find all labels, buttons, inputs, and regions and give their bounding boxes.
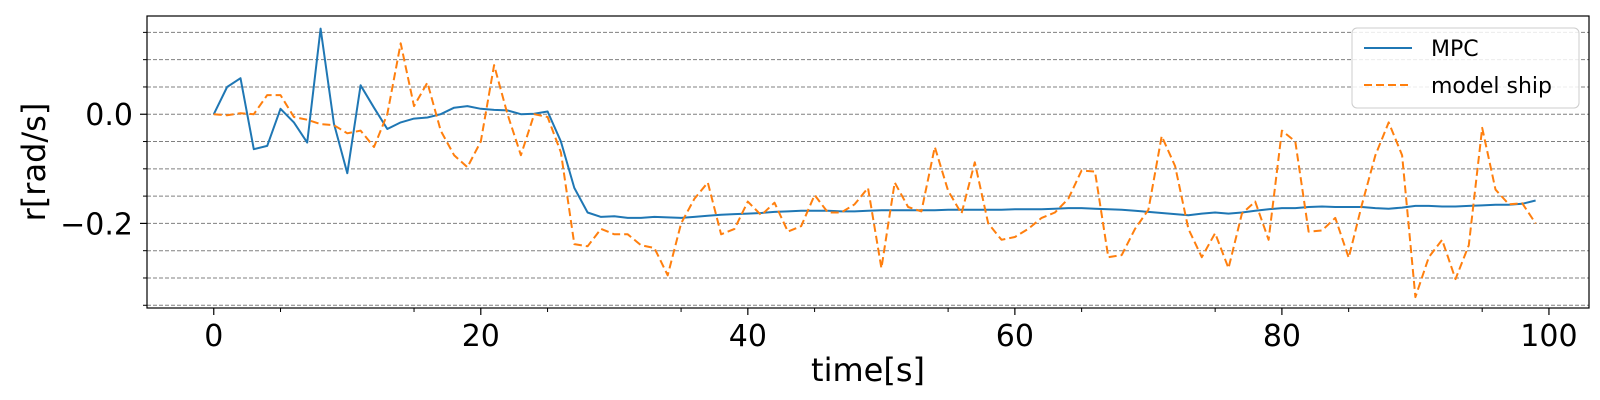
y-tick-label: −0.2	[60, 207, 133, 242]
series-line-model-ship	[213, 42, 1537, 299]
legend: MPC model ship	[1351, 27, 1580, 109]
x-tick-label: 100	[1520, 319, 1577, 354]
series-line-mpc	[212, 27, 1536, 219]
x-tick-label: 60	[996, 319, 1034, 354]
legend-label-mpc: MPC	[1431, 37, 1479, 62]
x-tick-label: 40	[729, 319, 767, 354]
series-lines	[212, 27, 1537, 299]
y-tick-label: 0.0	[85, 98, 133, 133]
x-tick-label: 0	[204, 319, 223, 354]
x-tick-label: 20	[462, 319, 500, 354]
x-axis-title: time[s]	[811, 351, 925, 389]
axis-ticks: 0 20 40 60 80 100 0.0 −0.2	[60, 31, 1578, 354]
x-tick-label: 80	[1263, 319, 1301, 354]
y-axis-title: r[rad/s]	[15, 103, 53, 222]
plot-frame	[146, 15, 1590, 309]
legend-label-model-ship: model ship	[1431, 74, 1552, 99]
